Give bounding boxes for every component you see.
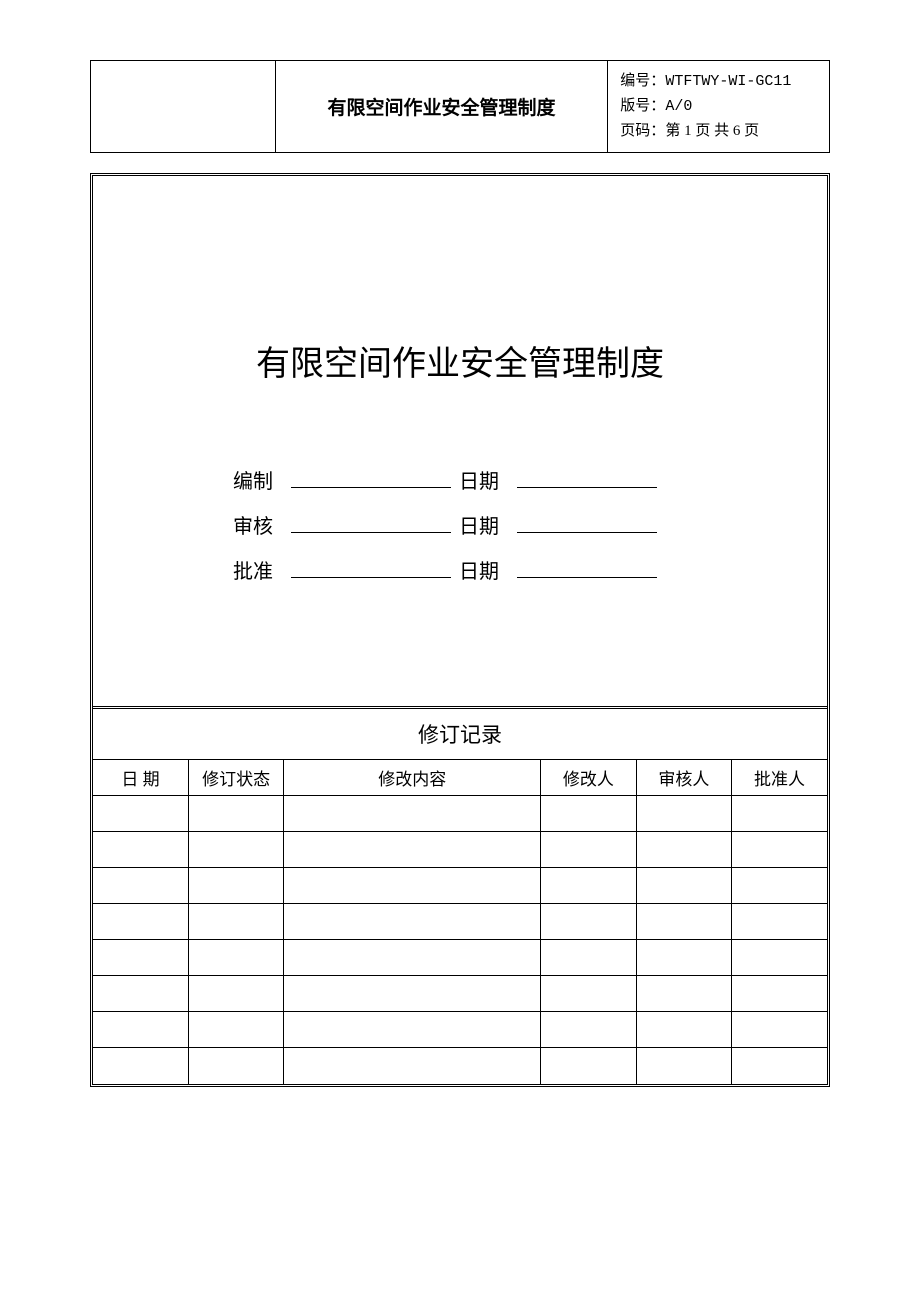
table-row <box>93 940 827 976</box>
sign-line-approve <box>291 558 451 578</box>
sign-label-approve: 批准 <box>233 555 283 584</box>
table-row <box>93 1012 827 1048</box>
main-title: 有限空间作业安全管理制度 <box>133 336 787 385</box>
doc-number-value: WTFTWY-WI-GC11 <box>665 73 791 90</box>
revision-table: 日 期 修订状态 修改内容 修改人 审核人 批准人 <box>93 759 827 1084</box>
sign-date-line-approve <box>517 558 657 578</box>
col-header-date: 日 期 <box>93 760 188 796</box>
sign-date-line-review <box>517 513 657 533</box>
sign-label-prepare: 编制 <box>233 465 283 494</box>
col-header-modifier: 修改人 <box>541 760 636 796</box>
signature-rows: 编制 日期 审核 日期 批准 日期 <box>233 465 747 584</box>
version-row: 版号：A/0 <box>620 94 817 119</box>
header-title-cell: 有限空间作业安全管理制度 <box>275 61 608 153</box>
sign-date-label-prepare: 日期 <box>459 465 509 494</box>
col-header-reviewer: 审核人 <box>636 760 731 796</box>
document-header-table: 有限空间作业安全管理制度 编号：WTFTWY-WI-GC11 版号：A/0 页码… <box>90 60 830 153</box>
sign-label-review: 审核 <box>233 510 283 539</box>
sign-line-prepare <box>291 468 451 488</box>
sign-date-label-approve: 日期 <box>459 555 509 584</box>
page-row: 页码：第 1 页 共 6 页 <box>620 119 817 144</box>
table-row <box>93 796 827 832</box>
doc-number-label: 编号： <box>620 73 665 89</box>
revision-table-body <box>93 796 827 1084</box>
doc-number-row: 编号：WTFTWY-WI-GC11 <box>620 69 817 94</box>
col-header-approver: 批准人 <box>732 760 827 796</box>
sign-date-line-prepare <box>517 468 657 488</box>
sign-line-review <box>291 513 451 533</box>
revision-header-row: 日 期 修订状态 修改内容 修改人 审核人 批准人 <box>93 760 827 796</box>
col-header-content: 修改内容 <box>284 760 541 796</box>
version-label: 版号： <box>620 98 665 114</box>
page-value: 第 1 页 共 6 页 <box>665 123 759 139</box>
page-label: 页码： <box>620 123 665 139</box>
header-info-cell: 编号：WTFTWY-WI-GC11 版号：A/0 页码：第 1 页 共 6 页 <box>608 61 830 153</box>
main-content-box: 有限空间作业安全管理制度 编制 日期 审核 日期 批准 日期 修订记录 <box>90 173 830 1087</box>
sign-row-prepare: 编制 日期 <box>233 465 747 494</box>
header-logo-cell <box>91 61 276 153</box>
header-title: 有限空间作业安全管理制度 <box>328 98 556 119</box>
table-row <box>93 832 827 868</box>
sign-row-review: 审核 日期 <box>233 510 747 539</box>
table-row <box>93 868 827 904</box>
col-header-status: 修订状态 <box>188 760 283 796</box>
table-row <box>93 1048 827 1084</box>
table-row <box>93 904 827 940</box>
table-row <box>93 976 827 1012</box>
version-value: A/0 <box>665 98 692 115</box>
sign-date-label-review: 日期 <box>459 510 509 539</box>
sign-row-approve: 批准 日期 <box>233 555 747 584</box>
title-section: 有限空间作业安全管理制度 编制 日期 审核 日期 批准 日期 <box>93 176 827 706</box>
revision-section-title: 修订记录 <box>93 706 827 759</box>
